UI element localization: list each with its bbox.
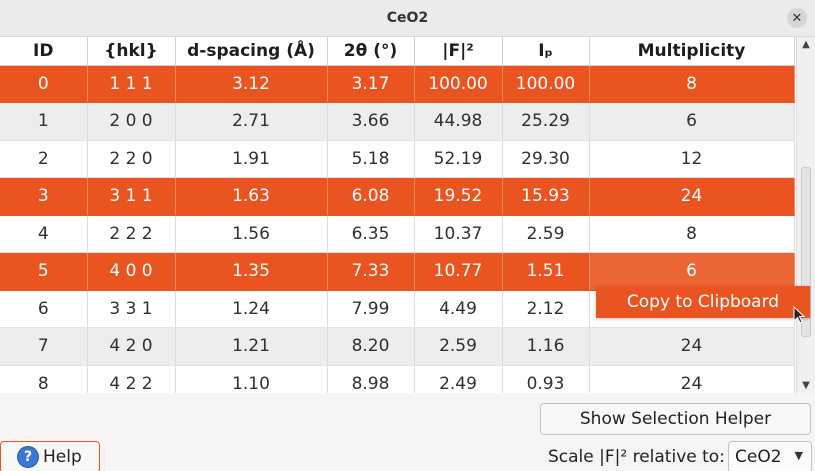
vertical-scrollbar[interactable]: ▲ ▼ xyxy=(796,37,815,393)
cell-two-theta[interactable]: 6.08 xyxy=(327,177,415,216)
cell-intensity[interactable]: 1.16 xyxy=(502,327,590,366)
cell-id[interactable]: 7 xyxy=(0,327,88,366)
cell-d-spacing[interactable]: 1.24 xyxy=(175,290,328,328)
cell-intensity[interactable]: 29.30 xyxy=(502,140,590,178)
cell-f-squared[interactable]: 4.49 xyxy=(414,290,503,328)
column-header-intensity[interactable]: Iₚ xyxy=(502,37,590,66)
table-header: ID {hkl} d-spacing (Å) 2θ (°) |F|² Iₚ Mu… xyxy=(0,37,795,66)
cell-intensity[interactable]: 2.59 xyxy=(502,215,590,253)
cell-intensity[interactable]: 25.29 xyxy=(502,102,590,141)
cell-id[interactable]: 0 xyxy=(0,65,88,103)
cell-f-squared[interactable]: 10.37 xyxy=(414,215,503,253)
column-header-id[interactable]: ID xyxy=(0,37,88,66)
scroll-down-icon[interactable]: ▼ xyxy=(802,380,810,391)
cell-multiplicity[interactable]: 6 xyxy=(589,102,795,141)
cell-hkl[interactable]: 1 1 1 xyxy=(87,65,176,103)
cell-intensity[interactable]: 15.93 xyxy=(502,177,590,216)
cell-id[interactable]: 8 xyxy=(0,365,88,393)
cell-d-spacing[interactable]: 1.91 xyxy=(175,140,328,178)
cell-two-theta[interactable]: 7.33 xyxy=(327,252,415,291)
reflections-table: ID {hkl} d-spacing (Å) 2θ (°) |F|² Iₚ Mu… xyxy=(0,37,796,393)
cell-hkl[interactable]: 4 2 0 xyxy=(87,327,176,366)
cell-multiplicity[interactable]: 24 xyxy=(589,327,795,366)
close-button[interactable]: ✕ xyxy=(787,8,807,28)
scale-selected-value: CeO2 xyxy=(735,447,782,467)
cell-id[interactable]: 2 xyxy=(0,140,88,178)
cell-f-squared[interactable]: 52.19 xyxy=(414,140,503,178)
cell-intensity[interactable]: 1.51 xyxy=(502,252,590,291)
cell-intensity[interactable]: 100.00 xyxy=(502,65,590,103)
cell-hkl[interactable]: 4 0 0 xyxy=(87,252,176,291)
cell-d-spacing[interactable]: 3.12 xyxy=(175,65,328,103)
help-icon: ? xyxy=(17,446,39,468)
cell-id[interactable]: 6 xyxy=(0,290,88,328)
column-header-hkl[interactable]: {hkl} xyxy=(87,37,176,66)
cell-multiplicity[interactable]: 24 xyxy=(589,177,795,216)
cell-f-squared[interactable]: 44.98 xyxy=(414,102,503,141)
cell-f-squared[interactable]: 100.00 xyxy=(414,65,503,103)
cell-intensity[interactable]: 0.93 xyxy=(502,365,590,393)
cell-hkl[interactable]: 3 1 1 xyxy=(87,177,176,216)
cell-hkl[interactable]: 2 0 0 xyxy=(87,102,176,141)
cell-two-theta[interactable]: 7.99 xyxy=(327,290,415,328)
cell-id[interactable]: 1 xyxy=(0,102,88,141)
cell-hkl[interactable]: 3 3 1 xyxy=(87,290,176,328)
cell-hkl[interactable]: 2 2 2 xyxy=(87,215,176,253)
cell-id[interactable]: 4 xyxy=(0,215,88,253)
mouse-cursor-icon xyxy=(793,306,806,324)
column-header-two-theta[interactable]: 2θ (°) xyxy=(327,37,415,66)
column-header-f-squared[interactable]: |F|² xyxy=(414,37,503,66)
cell-hkl[interactable]: 2 2 0 xyxy=(87,140,176,178)
cell-d-spacing[interactable]: 1.56 xyxy=(175,215,328,253)
scale-reference-select[interactable]: CeO2 ▼ xyxy=(728,441,812,471)
cell-two-theta[interactable]: 6.35 xyxy=(327,215,415,253)
cell-multiplicity[interactable]: 8 xyxy=(589,215,795,253)
cell-id[interactable]: 5 xyxy=(0,252,88,291)
title-bar: CeO2 ✕ xyxy=(0,0,815,37)
close-icon: ✕ xyxy=(791,10,803,26)
cell-two-theta[interactable]: 3.17 xyxy=(327,65,415,103)
context-menu-copy-to-clipboard[interactable]: Copy to Clipboard xyxy=(596,286,810,318)
cell-f-squared[interactable]: 2.49 xyxy=(414,365,503,393)
cell-two-theta[interactable]: 8.98 xyxy=(327,365,415,393)
cell-f-squared[interactable]: 10.77 xyxy=(414,252,503,291)
chevron-down-icon: ▼ xyxy=(794,449,803,462)
column-header-d-spacing[interactable]: d-spacing (Å) xyxy=(175,37,328,66)
copy-to-clipboard-label: Copy to Clipboard xyxy=(626,292,780,312)
cell-f-squared[interactable]: 2.59 xyxy=(414,327,503,366)
cell-two-theta[interactable]: 5.18 xyxy=(327,140,415,178)
scale-label: Scale |F|² relative to: xyxy=(548,447,725,467)
cell-hkl[interactable]: 4 2 2 xyxy=(87,365,176,393)
cell-d-spacing[interactable]: 1.35 xyxy=(175,252,328,291)
cell-two-theta[interactable]: 3.66 xyxy=(327,102,415,141)
column-header-multiplicity[interactable]: Multiplicity xyxy=(589,37,795,66)
help-label: Help xyxy=(43,447,82,467)
cell-d-spacing[interactable]: 1.21 xyxy=(175,327,328,366)
cell-d-spacing[interactable]: 1.63 xyxy=(175,177,328,216)
cell-two-theta[interactable]: 8.20 xyxy=(327,327,415,366)
cell-d-spacing[interactable]: 1.10 xyxy=(175,365,328,393)
cell-multiplicity[interactable]: 12 xyxy=(589,140,795,178)
cell-multiplicity[interactable]: 6 xyxy=(589,252,795,291)
cell-multiplicity[interactable]: 24 xyxy=(589,365,795,393)
show-selection-helper-button[interactable]: Show Selection Helper xyxy=(540,403,811,435)
cell-intensity[interactable]: 2.12 xyxy=(502,290,590,328)
window-title: CeO2 xyxy=(386,10,429,26)
scrollbar-thumb[interactable] xyxy=(801,167,811,337)
cell-multiplicity[interactable]: 8 xyxy=(589,65,795,103)
scroll-up-icon[interactable]: ▲ xyxy=(802,39,810,50)
cell-f-squared[interactable]: 19.52 xyxy=(414,177,503,216)
help-button[interactable]: ? Help xyxy=(0,441,100,471)
cell-id[interactable]: 3 xyxy=(0,177,88,216)
cell-d-spacing[interactable]: 2.71 xyxy=(175,102,328,141)
